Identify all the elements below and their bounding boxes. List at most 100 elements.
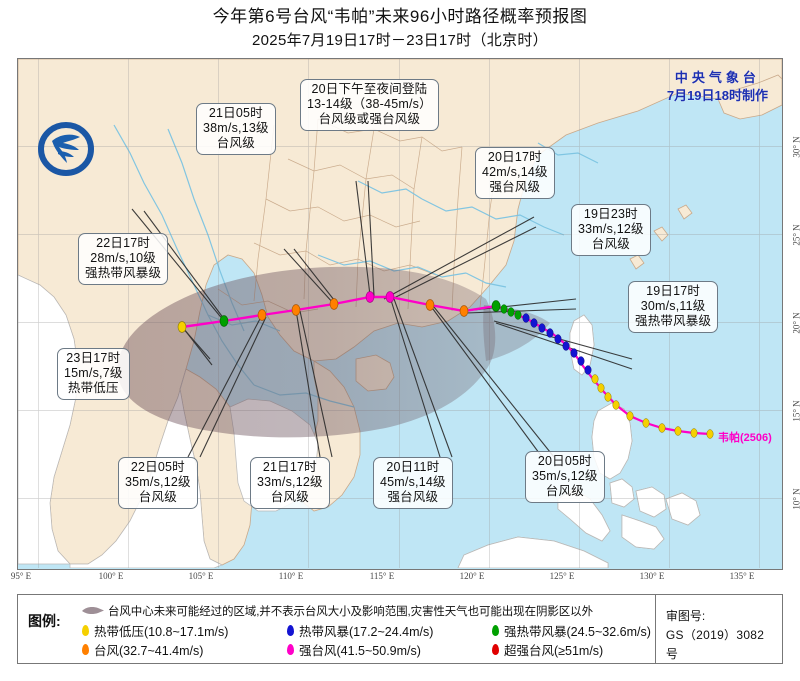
legend-cone-row: 台风中心未来可能经过的区域,并不表示台风大小及影响范围,灾害性天气也可能出现在阴… [82,601,651,620]
production-time: 7月19日18时制作 [666,88,768,103]
lat-tick: 30° N [791,136,800,158]
lat-tick: 20° N [791,312,800,334]
callout-category: 台风级 [591,237,630,251]
callout-time: 19日17时 [646,284,701,298]
super-typhoon-icon [492,644,499,655]
callout-19d23[interactable]: 19日23时 33m/s,12级 台风级 [571,204,651,256]
callout-21d17[interactable]: 21日17时 33m/s,12级 台风级 [250,457,330,509]
callout-time: 22日05时 [130,460,185,474]
callout-time: 23日17时 [66,351,121,365]
legend-label: 热带风暴(17.2~24.4m/s) [299,625,434,639]
legend-item-ts: 热带风暴(17.2~24.4m/s) [287,621,492,640]
callout-22d05[interactable]: 22日05时 35m/s,12级 台风级 [118,457,198,509]
lat-tick: 10° N [791,488,800,510]
lon-tick: 135° E [729,571,755,581]
legend-label: 超强台风(≥51m/s) [504,644,604,658]
typhoon-icon [82,644,89,655]
page-title: 今年第6号台风“韦帕”未来96小时路径概率预报图 2025年7月19日17时－2… [0,4,800,52]
callout-time: 20日下午至夜间登陆 [311,82,428,96]
callout-wind: 30m/s,11级 [640,299,706,313]
callout-wind: 15m/s,7级 [64,366,123,380]
legend-row: 热带低压(10.8~17.1m/s) 热带风暴(17.2~24.4m/s) 强热… [82,621,651,640]
legend-title: 图例: [28,613,61,629]
callout-category: 台风级 [545,484,584,498]
lat-tick: 25° N [791,224,800,246]
callout-time: 20日17时 [487,150,542,164]
callout-category: 热带低压 [67,381,119,395]
callout-wind: 33m/s,12级 [578,222,644,236]
callout-time: 21日05时 [208,106,263,120]
callout-22d17[interactable]: 22日17时 28m/s,10级 强热带风暴级 [78,233,169,285]
legend-item-sty: 强台风(41.5~50.9m/s) [287,640,492,659]
lon-tick: 115° E [369,571,395,581]
callout-wind: 13-14级（38-45m/s） [307,97,432,111]
callout-time: 20日05时 [537,454,592,468]
legend-row: 台风(32.7~41.4m/s) 强台风(41.5~50.9m/s) 超强台风(… [82,640,651,659]
legend-label: 热带低压(10.8~17.1m/s) [94,625,229,639]
lon-tick: 100° E [98,571,124,581]
callout-20d17[interactable]: 20日17时 42m/s,14级 强台风级 [475,147,555,199]
tropical-depression-icon [82,625,89,636]
legend-label: 强台风(41.5~50.9m/s) [299,644,421,658]
severe-tropical-storm-icon [492,625,499,636]
storm-number: (2506) [740,432,772,444]
legend-cone-note: 台风中心未来可能经过的区域,并不表示台风大小及影响范围,灾害性天气也可能出现在阴… [108,605,593,618]
lat-tick: 15° N [791,400,800,422]
longitude-axis: 95° E 100° E 105° E 110° E 115° E 120° E… [11,571,783,589]
callout-category: 台风级 [138,490,177,504]
callout-landfall[interactable]: 20日下午至夜间登陆 13-14级（38-45m/s） 台风级或强台风级 [300,79,439,131]
lon-tick: 125° E [549,571,575,581]
audit-number: GS（2019）3082号 [665,628,765,661]
callout-time: 21日17时 [262,460,317,474]
agency-name: 中央气象台 [674,70,760,85]
storm-name-label: 韦帕(2506) [718,429,772,445]
legend-item-super: 超强台风(≥51m/s) [492,640,603,659]
legend-label: 强热带风暴(24.5~32.6m/s) [504,625,651,639]
callout-category: 台风级 [216,136,255,150]
latitude-axis: 30° N 25° N 20° N 15° N 10° N [766,58,800,570]
severe-typhoon-icon [287,644,294,655]
map-canvas[interactable]: 中央气象台 7月19日18时制作 22日17时 28m/s,10级 强热带风暴级… [17,58,783,570]
storm-name: 韦帕 [718,432,740,444]
callout-category: 强台风级 [387,490,439,504]
callout-wind: 42m/s,14级 [482,165,548,179]
callout-wind: 28m/s,10级 [90,251,156,265]
agency-stamp: 中央气象台 7月19日18时制作 [667,69,768,105]
forecast-track-points [177,291,501,333]
callout-time: 20日11时 [386,460,440,474]
legend-panel: 图例: 台风中心未来可能经过的区域,并不表示台风大小及影响范围,灾害性天气也可能… [17,594,783,664]
tropical-storm-icon [287,625,294,636]
legend-item-sts: 强热带风暴(24.5~32.6m/s) [492,621,651,640]
callout-category: 台风级 [270,490,309,504]
lon-tick: 110° E [278,571,304,581]
title-subtitle: 2025年7月19日17时－23日17时（北京时） [252,32,548,49]
callout-20d11[interactable]: 20日11时 45m/s,14级 强台风级 [373,457,453,509]
callout-time: 22日17时 [96,236,151,250]
legend-label: 台风(32.7~41.4m/s) [94,644,204,658]
cone-swatch-icon [82,607,104,615]
observed-track-points [493,301,714,439]
lon-tick: 95° E [10,571,32,581]
callout-19d17[interactable]: 19日17时 30m/s,11级 强热带风暴级 [628,281,719,333]
callout-wind: 45m/s,14级 [380,475,446,489]
callout-category: 强热带风暴级 [85,266,162,280]
lon-tick: 105° E [188,571,214,581]
callout-21d05[interactable]: 21日05时 38m/s,13级 台风级 [196,103,276,155]
callout-wind: 35m/s,12级 [125,475,191,489]
callout-20d05[interactable]: 20日05时 35m/s,12级 台风级 [525,451,605,503]
callout-23d17[interactable]: 23日17时 15m/s,7级 热带低压 [57,348,130,400]
callout-wind: 35m/s,12级 [532,469,598,483]
audit-panel: 审图号: GS（2019）3082号 [654,595,782,663]
forecast-track-line [181,295,497,329]
callout-category: 强热带风暴级 [635,314,712,328]
legend-item-td: 热带低压(10.8~17.1m/s) [82,621,287,640]
callout-category: 台风级或强台风级 [318,112,421,126]
callout-time: 19日23时 [583,207,638,221]
lon-tick: 130° E [639,571,665,581]
legend-items-grid: 热带低压(10.8~17.1m/s) 热带风暴(17.2~24.4m/s) 强热… [82,621,651,659]
lon-tick: 120° E [459,571,485,581]
audit-label: 审图号: [665,609,706,623]
cma-logo-icon [38,121,94,177]
callout-wind: 33m/s,12级 [257,475,323,489]
